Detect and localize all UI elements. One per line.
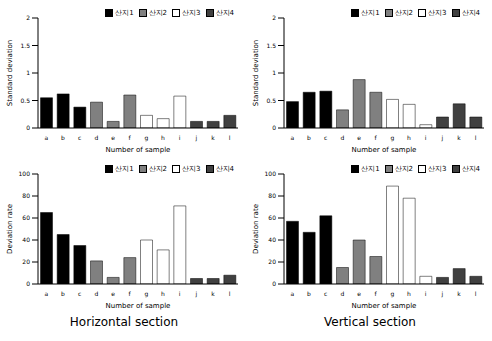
svg-text:0: 0 bbox=[272, 280, 276, 287]
svg-text:i: i bbox=[179, 290, 181, 297]
svg-text:20: 20 bbox=[268, 258, 276, 265]
svg-text:a: a bbox=[44, 290, 48, 297]
svg-text:j: j bbox=[194, 134, 197, 142]
svg-text:g: g bbox=[144, 134, 148, 142]
svg-text:2: 2 bbox=[26, 14, 30, 21]
html-text:산지1: 산지1 bbox=[361, 9, 380, 17]
svg-text:a: a bbox=[290, 290, 294, 297]
svg-text:l: l bbox=[475, 290, 477, 297]
svg-text:a: a bbox=[44, 134, 48, 141]
svg-text:k: k bbox=[211, 290, 215, 297]
svg-text:e: e bbox=[111, 134, 115, 141]
svg-text:1.5: 1.5 bbox=[20, 42, 30, 49]
svg-text:i: i bbox=[179, 134, 181, 141]
html-text:산지2: 산지2 bbox=[394, 9, 414, 17]
svg-text:h: h bbox=[407, 290, 411, 297]
svg-text:Deviation rate: Deviation rate bbox=[8, 204, 14, 254]
svg-text:Standard deviation: Standard deviation bbox=[8, 40, 14, 107]
svg-text:i: i bbox=[425, 290, 427, 297]
svg-text:40: 40 bbox=[268, 236, 276, 243]
svg-text:l: l bbox=[229, 134, 231, 141]
svg-text:Standard deviation: Standard deviation bbox=[252, 40, 260, 107]
svg-text:100: 100 bbox=[19, 170, 31, 177]
svg-text:e: e bbox=[111, 290, 115, 297]
svg-text:a: a bbox=[290, 134, 294, 141]
html-text:산지1: 산지1 bbox=[361, 165, 380, 173]
svg-text:c: c bbox=[78, 134, 81, 141]
svg-text:k: k bbox=[457, 290, 461, 297]
html-text:산지4: 산지4 bbox=[461, 165, 480, 173]
html-text:산지3: 산지3 bbox=[428, 9, 447, 17]
svg-text:1: 1 bbox=[272, 69, 276, 76]
svg-text:60: 60 bbox=[268, 214, 276, 221]
svg-text:d: d bbox=[340, 134, 344, 141]
html-text:Vertical section: Vertical section bbox=[324, 315, 416, 329]
svg-text:d: d bbox=[94, 134, 98, 141]
svg-text:j: j bbox=[194, 290, 197, 298]
svg-text:c: c bbox=[324, 134, 327, 141]
html-text:산지1: 산지1 bbox=[115, 9, 134, 17]
svg-text:g: g bbox=[390, 134, 394, 142]
svg-text:0: 0 bbox=[272, 124, 276, 131]
html-text:산지4: 산지4 bbox=[461, 9, 480, 17]
svg-text:b: b bbox=[307, 290, 311, 297]
svg-text:0: 0 bbox=[26, 280, 30, 287]
svg-text:b: b bbox=[307, 134, 311, 141]
svg-text:l: l bbox=[475, 134, 477, 141]
svg-text:Number of sample: Number of sample bbox=[352, 302, 417, 310]
html-text:산지3: 산지3 bbox=[182, 165, 201, 173]
svg-text:i: i bbox=[425, 134, 427, 141]
svg-text:b: b bbox=[61, 290, 65, 297]
svg-text:k: k bbox=[457, 134, 461, 141]
html-text:산지1: 산지1 bbox=[115, 165, 134, 173]
svg-text:f: f bbox=[129, 134, 132, 141]
svg-text:1.5: 1.5 bbox=[266, 42, 276, 49]
svg-text:d: d bbox=[94, 290, 98, 297]
svg-text:0: 0 bbox=[26, 124, 30, 131]
html-text:산지3: 산지3 bbox=[182, 9, 201, 17]
html-text:산지3: 산지3 bbox=[428, 165, 447, 173]
svg-text:80: 80 bbox=[22, 192, 30, 199]
svg-text:60: 60 bbox=[22, 214, 30, 221]
html-text:산지4: 산지4 bbox=[215, 9, 234, 17]
svg-text:Deviation rate: Deviation rate bbox=[252, 204, 260, 254]
svg-text:h: h bbox=[161, 290, 165, 297]
html-text:산지2: 산지2 bbox=[148, 9, 168, 17]
svg-text:g: g bbox=[390, 290, 394, 298]
svg-text:f: f bbox=[375, 290, 378, 297]
svg-text:0.5: 0.5 bbox=[266, 97, 276, 104]
svg-text:f: f bbox=[375, 134, 378, 141]
svg-text:2: 2 bbox=[272, 14, 276, 21]
svg-text:f: f bbox=[129, 290, 132, 297]
svg-text:c: c bbox=[324, 290, 327, 297]
svg-text:c: c bbox=[78, 290, 81, 297]
svg-text:b: b bbox=[61, 134, 65, 141]
html-text:산지2: 산지2 bbox=[148, 165, 168, 173]
svg-text:d: d bbox=[340, 290, 344, 297]
svg-text:j: j bbox=[440, 290, 443, 298]
html-text:산지2: 산지2 bbox=[394, 165, 414, 173]
svg-text:Number of sample: Number of sample bbox=[352, 146, 417, 154]
svg-text:100: 100 bbox=[265, 170, 277, 177]
svg-text:j: j bbox=[440, 134, 443, 142]
svg-text:g: g bbox=[144, 290, 148, 298]
svg-text:Number of sample: Number of sample bbox=[106, 302, 171, 310]
svg-text:1: 1 bbox=[26, 69, 30, 76]
svg-text:h: h bbox=[161, 134, 165, 141]
svg-text:k: k bbox=[211, 134, 215, 141]
svg-text:l: l bbox=[229, 290, 231, 297]
svg-text:e: e bbox=[357, 290, 361, 297]
svg-text:80: 80 bbox=[268, 192, 276, 199]
svg-text:0.5: 0.5 bbox=[20, 97, 30, 104]
svg-text:Number of sample: Number of sample bbox=[106, 146, 171, 154]
svg-text:40: 40 bbox=[22, 236, 30, 243]
svg-text:20: 20 bbox=[22, 258, 30, 265]
html-text:산지4: 산지4 bbox=[215, 165, 234, 173]
svg-text:h: h bbox=[407, 134, 411, 141]
svg-text:e: e bbox=[357, 134, 361, 141]
html-text:Horizontal section: Horizontal section bbox=[69, 315, 179, 329]
